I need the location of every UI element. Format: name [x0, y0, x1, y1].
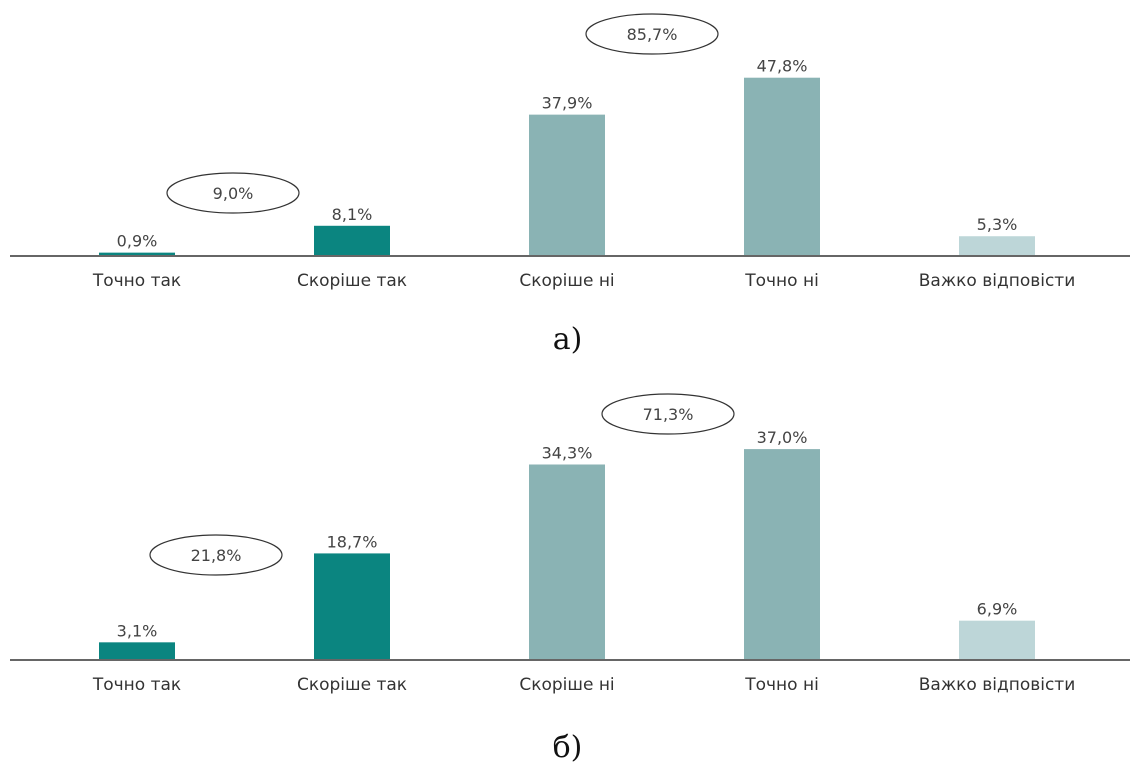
- chart-a: 0,9% Точно так 8,1% Скоріше так 37,9% Скоріше…: [10, 13, 1130, 291]
- chart-a-value-label-2: 37,9%: [542, 94, 593, 113]
- chart-b-value-label-3: 37,0%: [757, 428, 808, 447]
- chart-a-value-label-0: 0,9%: [117, 232, 158, 251]
- chart-b-category-label-2: Скоріше ні: [519, 675, 614, 695]
- chart-b-category-label-1: Скоріше так: [297, 675, 407, 695]
- caption-a: а): [552, 322, 583, 357]
- chart-a-category-label-4: Важко відповісти: [919, 271, 1076, 291]
- chart-a-value-label-1: 8,1%: [332, 205, 373, 224]
- chart-a-bar-2: [529, 114, 605, 257]
- chart-b-category-label-0: Точно так: [92, 675, 181, 695]
- chart-a-category-label-1: Скоріше так: [297, 271, 407, 291]
- chart-b-group-total-oval-1: [601, 393, 735, 435]
- chart-a-group-total-label-1: 85,7%: [627, 25, 678, 44]
- chart-b-group-total-oval-0: [149, 534, 283, 576]
- chart-a-group-total-oval-0: [166, 172, 300, 214]
- chart-a-bar-0: [99, 252, 175, 256]
- chart-b-bar-3: [744, 449, 820, 660]
- chart-b-bar-0: [99, 642, 175, 660]
- chart-a-category-label-0: Точно так: [92, 271, 181, 291]
- chart-b-category-label-4: Важко відповісти: [919, 675, 1076, 695]
- chart-b-group-total-label-0: 21,8%: [191, 546, 242, 565]
- chart-b-value-label-4: 6,9%: [977, 600, 1018, 619]
- chart-b-value-label-1: 18,7%: [327, 532, 378, 551]
- chart-b-bar-1: [314, 553, 390, 660]
- chart-b: 3,1% Точно так 18,7% Скоріше так 34,3% Скоріш…: [10, 393, 1130, 695]
- chart-b-bar-2: [529, 464, 605, 660]
- chart-a-group-total-label-0: 9,0%: [213, 184, 254, 203]
- chart-a-category-label-3: Точно ні: [744, 271, 819, 291]
- chart-b-category-label-3: Точно ні: [744, 675, 819, 695]
- chart-a-group-total-oval-1: [585, 13, 719, 55]
- chart-a-bar-3: [744, 77, 820, 257]
- chart-b-value-label-2: 34,3%: [542, 443, 593, 462]
- caption-b: б): [552, 730, 583, 765]
- chart-b-value-label-0: 3,1%: [117, 621, 158, 640]
- chart-a-bar-1: [314, 225, 390, 256]
- chart-b-bar-4: [959, 620, 1035, 660]
- chart-a-value-label-3: 47,8%: [757, 57, 808, 76]
- chart-a-category-label-2: Скоріше ні: [519, 271, 614, 291]
- chart-a-bar-4: [959, 236, 1035, 256]
- chart-a-value-label-4: 5,3%: [977, 215, 1018, 234]
- chart-b-group-total-label-1: 71,3%: [643, 405, 694, 424]
